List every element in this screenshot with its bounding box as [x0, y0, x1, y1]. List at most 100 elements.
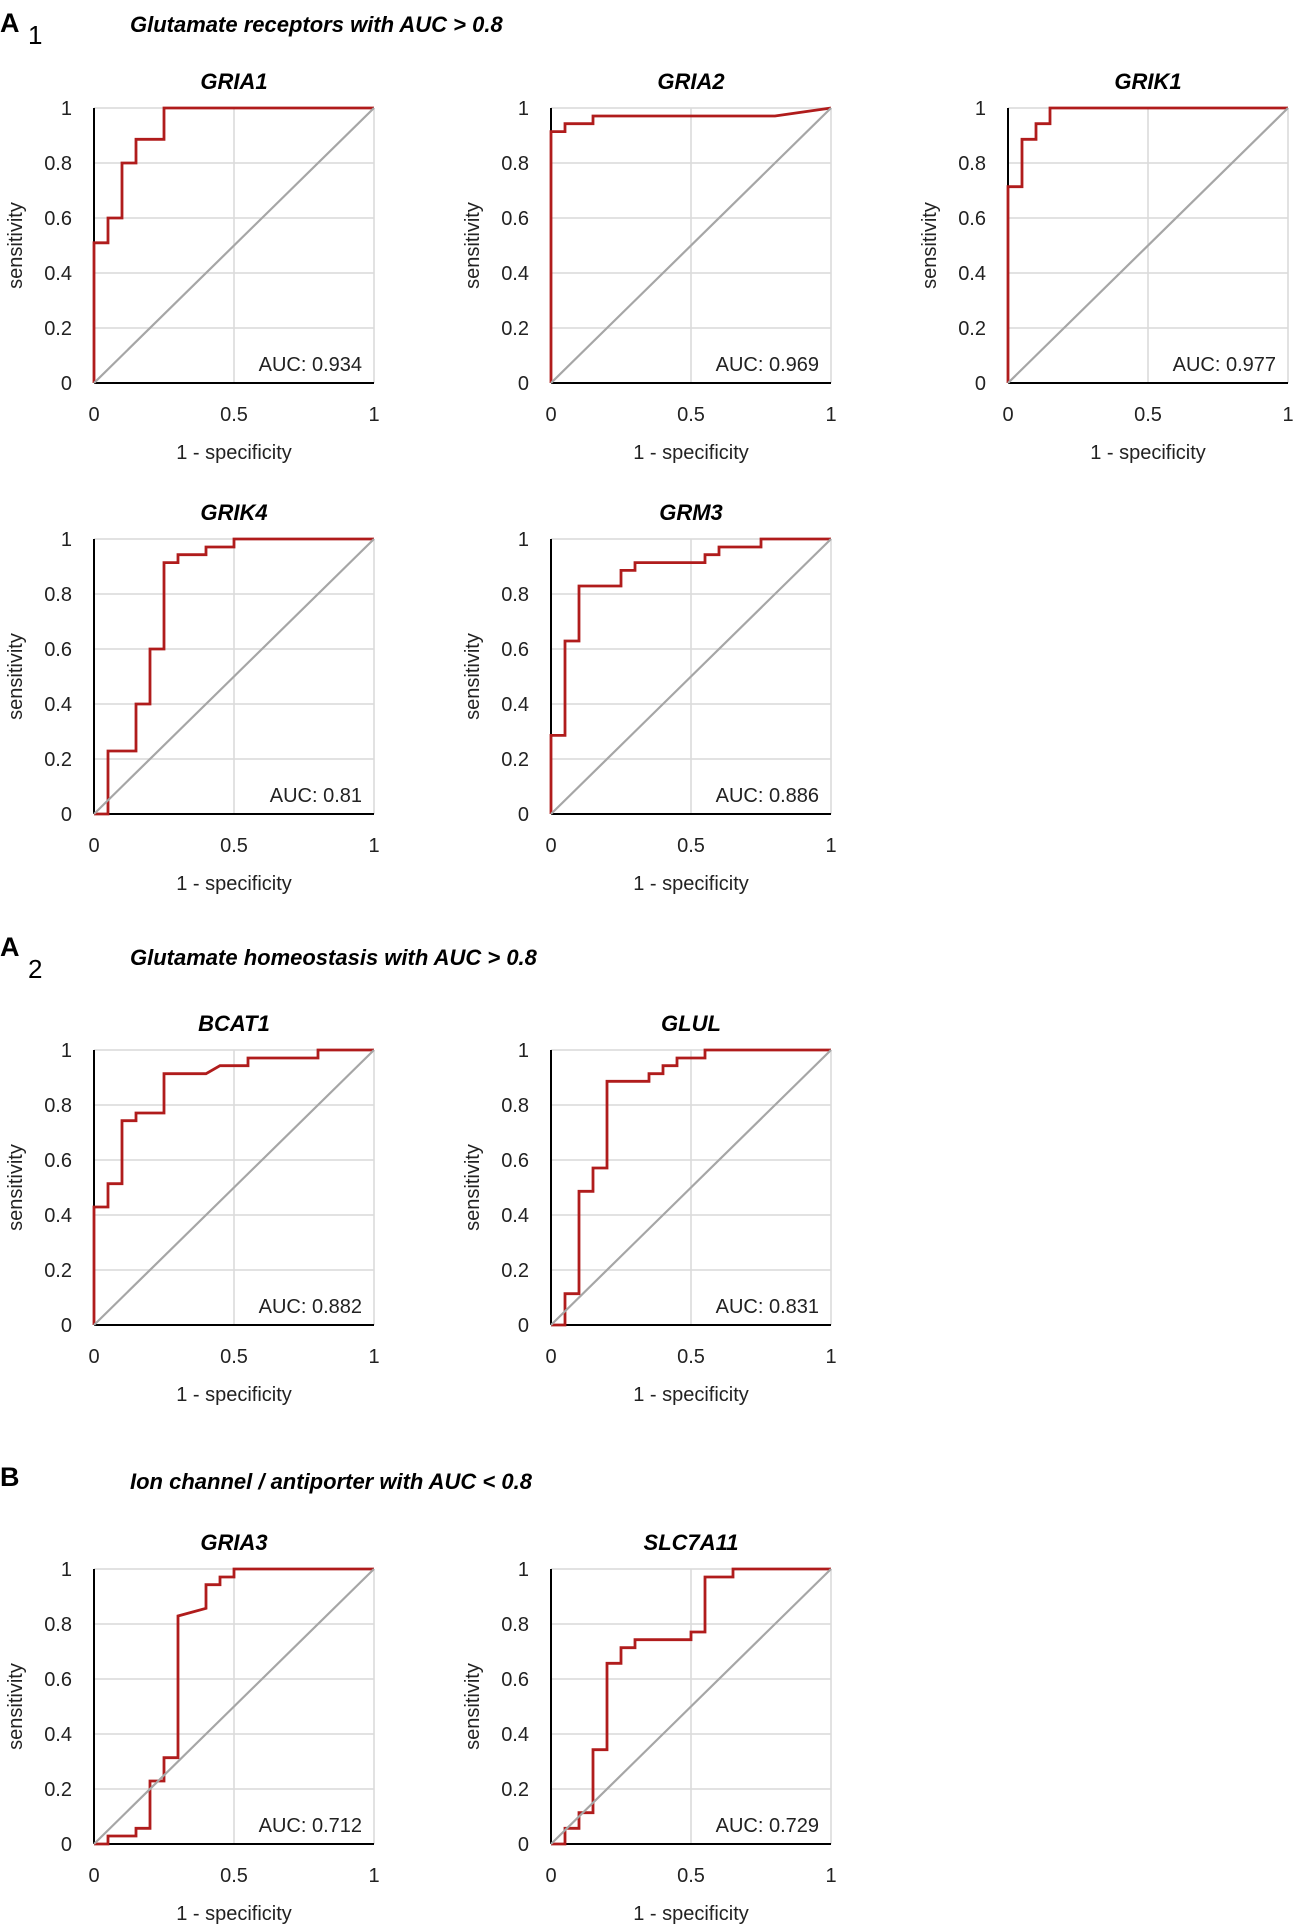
grm3-title: GRM3 [659, 500, 723, 525]
chart-grik1: 0 0.2 0.4 0.6 0.8 1 0 0.5 1 GRIK1 1 - specificity s… [919, 69, 1294, 464]
gria1-ytick-label-3: 0.6 [44, 208, 72, 230]
glul-reference-line [550, 1049, 832, 1326]
grm3-ytick-label-5: 1 [518, 529, 529, 551]
gria3-ytick-label-0: 0 [61, 1834, 72, 1856]
slc7a11-ytick-label-5: 1 [518, 1559, 529, 1581]
grik4-title: GRIK4 [200, 500, 267, 525]
gria2-ytick-label-2: 0.4 [501, 263, 529, 285]
bcat1-auc-label: AUC: 0.882 [259, 1296, 362, 1318]
grm3-reference-line [550, 538, 832, 815]
gria3-ytick-label-1: 0.2 [44, 1779, 72, 1801]
slc7a11-x-axis-label: 1 - specificity [633, 1903, 749, 1925]
grm3-xtick-label-2: 1 [825, 835, 836, 857]
slc7a11-y-axis-label: sensitivity [462, 1663, 484, 1750]
glul-xtick-label-0: 0 [545, 1346, 556, 1368]
gria3-ytick-label-4: 0.8 [44, 1614, 72, 1636]
gria1-x-axis-label: 1 - specificity [176, 442, 292, 464]
chart-bcat1: 0 0.2 0.4 0.6 0.8 1 0 0.5 1 BCAT1 1 - specificity s… [5, 1011, 380, 1406]
gria3-roc-curve [94, 1567, 374, 1846]
grik4-roc-curve [94, 537, 374, 816]
grik1-ytick-label-1: 0.2 [958, 318, 986, 340]
gria2-roc-curve [549, 106, 832, 383]
panel-b-letter: B [0, 1462, 20, 1492]
glul-xtick-label-2: 1 [825, 1346, 836, 1368]
grik1-ytick-label-5: 1 [975, 98, 986, 120]
gria3-ytick-label-3: 0.6 [44, 1669, 72, 1691]
gria3-xtick-label-2: 1 [368, 1865, 379, 1887]
grm3-ytick-label-2: 0.4 [501, 694, 529, 716]
grik4-ytick-label-4: 0.8 [44, 584, 72, 606]
bcat1-xtick-label-2: 1 [368, 1346, 379, 1368]
panel-a1-title: Glutamate receptors with AUC > 0.8 [130, 12, 503, 37]
glul-y-axis-label: sensitivity [462, 1144, 484, 1231]
panel-b-header: B Ion channel / antiporter with AUC < 0.… [0, 1462, 533, 1494]
grm3-auc-label: AUC: 0.886 [716, 785, 819, 807]
glul-x-axis-label: 1 - specificity [633, 1384, 749, 1406]
grik1-ytick-label-3: 0.6 [958, 208, 986, 230]
gria2-ytick-label-1: 0.2 [501, 318, 529, 340]
panel-b-title: Ion channel / antiporter with AUC < 0.8 [130, 1469, 533, 1494]
glul-ytick-label-3: 0.6 [501, 1150, 529, 1172]
bcat1-ytick-label-4: 0.8 [44, 1095, 72, 1117]
grik1-ytick-label-0: 0 [975, 373, 986, 395]
slc7a11-ytick-label-2: 0.4 [501, 1724, 529, 1746]
bcat1-ytick-label-3: 0.6 [44, 1150, 72, 1172]
slc7a11-title: SLC7A11 [644, 1530, 739, 1555]
slc7a11-roc-curve [551, 1567, 831, 1846]
panel-a1-subscript: 1 [28, 20, 42, 50]
slc7a11-xtick-label-1: 0.5 [677, 1865, 705, 1887]
grik4-xtick-label-1: 0.5 [220, 835, 248, 857]
grik1-y-axis-label: sensitivity [919, 202, 941, 289]
glul-ytick-label-0: 0 [518, 1315, 529, 1337]
grik4-ytick-label-0: 0 [61, 804, 72, 826]
bcat1-ytick-label-5: 1 [61, 1040, 72, 1062]
gria3-title: GRIA3 [200, 1530, 267, 1555]
grm3-x-axis-label: 1 - specificity [633, 873, 749, 895]
slc7a11-ytick-label-3: 0.6 [501, 1669, 529, 1691]
gria1-ytick-label-2: 0.4 [44, 263, 72, 285]
grik4-reference-line [93, 538, 375, 815]
grik1-auc-label: AUC: 0.977 [1173, 354, 1276, 376]
gria2-ytick-label-0: 0 [518, 373, 529, 395]
panel-a2-title: Glutamate homeostasis with AUC > 0.8 [130, 945, 538, 970]
gria2-auc-label: AUC: 0.969 [716, 354, 819, 376]
chart-gria1: 0 0.2 0.4 0.6 0.8 1 0 0.5 1 GRIA1 1 - specificity s… [5, 69, 380, 464]
grik4-xtick-label-0: 0 [88, 835, 99, 857]
glul-ytick-label-5: 1 [518, 1040, 529, 1062]
grm3-roc-curve [549, 537, 831, 814]
grik1-ytick-label-4: 0.8 [958, 153, 986, 175]
bcat1-ytick-label-2: 0.4 [44, 1205, 72, 1227]
grik1-x-axis-label: 1 - specificity [1090, 442, 1206, 464]
gria3-ytick-label-5: 1 [61, 1559, 72, 1581]
gria2-xtick-label-0: 0 [545, 404, 556, 426]
gria1-roc-curve [92, 106, 374, 383]
grik4-auc-label: AUC: 0.81 [270, 785, 362, 807]
panel-a2-letter: A [0, 932, 20, 962]
chart-glul: 0 0.2 0.4 0.6 0.8 1 0 0.5 1 GLUL 1 - specificity se… [462, 1011, 837, 1406]
gria2-ytick-label-5: 1 [518, 98, 529, 120]
gria3-xtick-label-1: 0.5 [220, 1865, 248, 1887]
glul-roc-curve [551, 1048, 831, 1327]
grm3-ytick-label-1: 0.2 [501, 749, 529, 771]
glul-auc-label: AUC: 0.831 [716, 1296, 819, 1318]
grm3-ytick-label-0: 0 [518, 804, 529, 826]
gria3-ytick-label-2: 0.4 [44, 1724, 72, 1746]
glul-ytick-label-4: 0.8 [501, 1095, 529, 1117]
gria1-ytick-label-5: 1 [61, 98, 72, 120]
glul-xtick-label-1: 0.5 [677, 1346, 705, 1368]
slc7a11-xtick-label-2: 1 [825, 1865, 836, 1887]
grik4-ytick-label-3: 0.6 [44, 639, 72, 661]
grik1-title: GRIK1 [1114, 69, 1181, 94]
slc7a11-ytick-label-4: 0.8 [501, 1614, 529, 1636]
slc7a11-ytick-label-0: 0 [518, 1834, 529, 1856]
gria2-title: GRIA2 [657, 69, 725, 94]
grik4-xtick-label-2: 1 [368, 835, 379, 857]
gria1-xtick-label-2: 1 [368, 404, 379, 426]
grm3-y-axis-label: sensitivity [462, 633, 484, 720]
chart-gria3: 0 0.2 0.4 0.6 0.8 1 0 0.5 1 GRIA3 1 - specificity s… [5, 1530, 380, 1925]
bcat1-xtick-label-1: 0.5 [220, 1346, 248, 1368]
slc7a11-auc-label: AUC: 0.729 [716, 1815, 819, 1837]
chart-gria2: 0 0.2 0.4 0.6 0.8 1 0 0.5 1 GRIA2 1 - specificity s… [462, 69, 837, 464]
gria1-reference-line [93, 107, 375, 384]
chart-grik4: 0 0.2 0.4 0.6 0.8 1 0 0.5 1 GRIK4 1 - specificity s… [5, 500, 380, 895]
